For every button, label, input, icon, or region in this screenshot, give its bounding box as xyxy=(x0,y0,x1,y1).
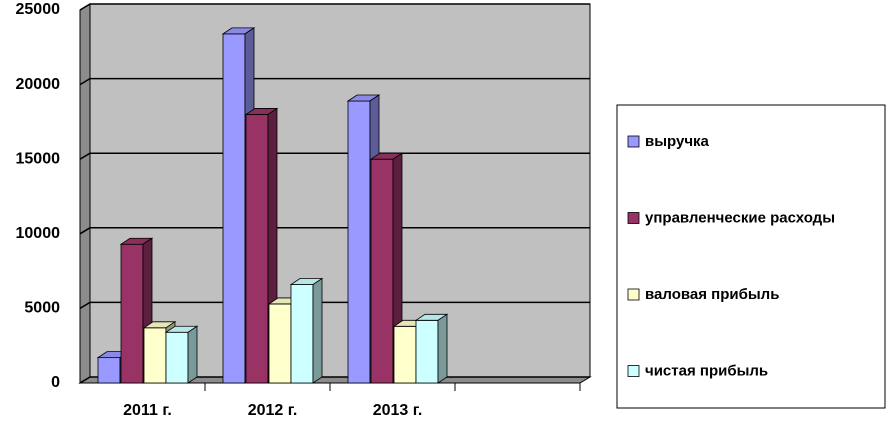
grid-line xyxy=(79,77,590,86)
y-tick-label: 15000 xyxy=(16,150,61,167)
y-tick-label: 10000 xyxy=(16,225,61,242)
side-wall xyxy=(79,3,91,384)
bar xyxy=(119,237,154,384)
bar-front xyxy=(393,325,417,384)
bar-front xyxy=(97,357,121,384)
bar-front xyxy=(222,33,246,384)
grid-line xyxy=(79,152,590,160)
bar xyxy=(164,325,199,384)
bar-front xyxy=(143,327,167,384)
legend-label: выручка xyxy=(645,133,710,150)
bar-front xyxy=(245,114,269,384)
legend-swatch xyxy=(627,288,640,301)
legend-swatch xyxy=(627,365,640,377)
bar-front xyxy=(120,243,144,384)
legend-label: управленческие расходы xyxy=(645,209,835,226)
bar-front xyxy=(415,319,439,384)
legend-box xyxy=(616,104,886,409)
legend-swatch xyxy=(627,212,640,224)
bar-front xyxy=(370,158,394,384)
y-tick-label: 20000 xyxy=(16,76,61,93)
legend: выручка управленческие расходы валовая при… xyxy=(627,133,835,379)
grid-line xyxy=(79,3,590,11)
bar xyxy=(414,313,449,384)
legend-swatch xyxy=(627,135,640,148)
bar xyxy=(289,277,324,384)
x-tick-label: 2011 г. xyxy=(123,402,172,419)
bar-front xyxy=(290,284,314,384)
bar-front xyxy=(165,331,189,384)
bar-front xyxy=(347,100,371,384)
legend-label: валовая прибыль xyxy=(645,286,779,303)
back-wall xyxy=(89,3,591,378)
bar-front xyxy=(268,303,292,384)
bar-side xyxy=(312,277,323,384)
y-tick-label: 5000 xyxy=(24,300,60,317)
legend-label: чистая прибыль xyxy=(645,362,768,379)
y-tick-label: 25000 xyxy=(16,1,61,18)
grid-line xyxy=(79,227,590,235)
bar-side xyxy=(437,313,448,384)
grid-line xyxy=(79,301,590,310)
y-tick-label: 0 xyxy=(51,374,60,391)
x-tick-label: 2012 г. xyxy=(248,402,298,419)
bar-side xyxy=(187,325,198,384)
x-tick-label: 2013 г. xyxy=(373,402,423,419)
